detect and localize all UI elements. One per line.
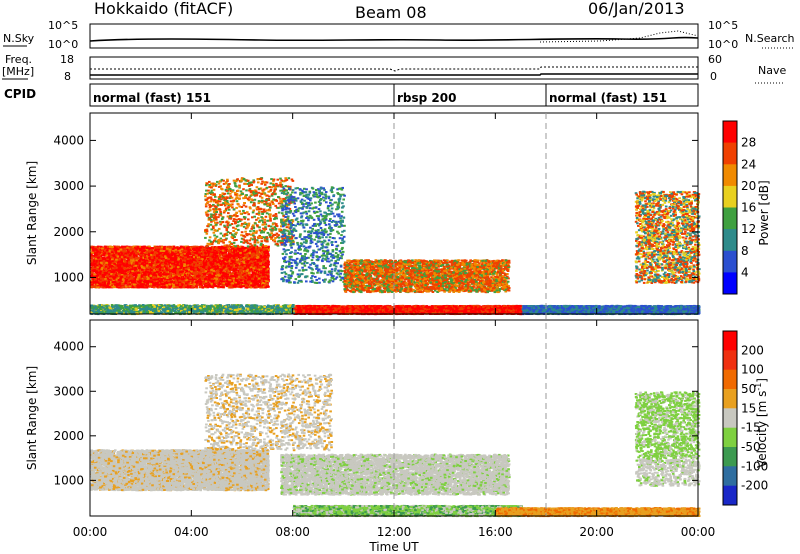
freq-tick-left-top: 18: [60, 53, 74, 66]
cpid-panel: CPID normal (fast) 151 rbsp 200 normal (fa…: [4, 84, 698, 106]
freq-tick-right-bottom: 0: [710, 70, 717, 83]
date-title: 06/Jan/2013: [588, 0, 685, 18]
noise-tick-left-bottom: 10^0: [48, 38, 78, 51]
nave-trace: [90, 67, 698, 71]
freq-panel: Freq. [MHz] 18 8 60 0 Nave: [2, 53, 786, 83]
cpid-segment-label: rbsp 200: [397, 91, 456, 105]
cpid-label: CPID: [4, 87, 36, 101]
noise-tick-right-bottom: 10^0: [708, 38, 738, 51]
noise-tick-left-top: 10^5: [48, 19, 78, 32]
beam-title: Beam 08: [355, 3, 427, 22]
freq-left-label-2: [MHz]: [2, 65, 34, 78]
radar-summary-plot: Hokkaido (fitACF) Beam 08 06/Jan/2013 N.…: [0, 0, 800, 554]
cpid-segment-label: normal (fast) 151: [549, 91, 667, 105]
freq-trace: [90, 74, 698, 75]
nave-right-label: Nave: [758, 64, 786, 77]
noise-panel-frame: [90, 24, 698, 48]
noise-search-trace: [540, 31, 698, 42]
station-title: Hokkaido (fitACF): [94, 0, 233, 18]
cpid-segment-label: normal (fast) 151: [93, 91, 211, 105]
noise-right-label: N.Search: [745, 32, 795, 45]
noise-panel: N.Sky 10^5 10^0 10^5 10^0 N.Search: [3, 19, 795, 51]
freq-tick-right-top: 60: [708, 53, 722, 66]
noise-left-label: N.Sky: [3, 32, 35, 45]
freq-tick-left-bottom: 8: [64, 70, 71, 83]
noise-tick-right-top: 10^5: [708, 19, 738, 32]
